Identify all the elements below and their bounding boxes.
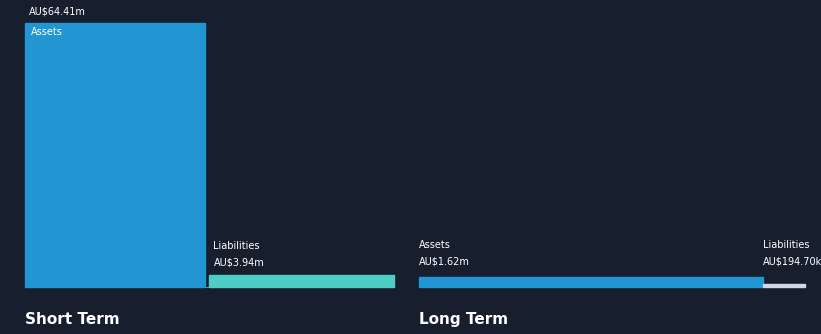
Text: Assets: Assets	[419, 240, 451, 250]
Text: Long Term: Long Term	[419, 312, 508, 327]
Bar	[764, 284, 805, 287]
Bar	[419, 277, 764, 287]
Text: Short Term: Short Term	[25, 312, 119, 327]
Bar	[25, 23, 205, 287]
Text: AU$3.94m: AU$3.94m	[213, 258, 264, 268]
Text: Liabilities: Liabilities	[764, 240, 810, 250]
Text: AU$194.70k: AU$194.70k	[764, 257, 821, 267]
Text: AU$64.41m: AU$64.41m	[29, 6, 85, 16]
Text: AU$1.62m: AU$1.62m	[419, 257, 470, 267]
Bar	[209, 275, 394, 287]
Text: Liabilities: Liabilities	[213, 241, 260, 251]
Text: Assets: Assets	[31, 27, 63, 37]
